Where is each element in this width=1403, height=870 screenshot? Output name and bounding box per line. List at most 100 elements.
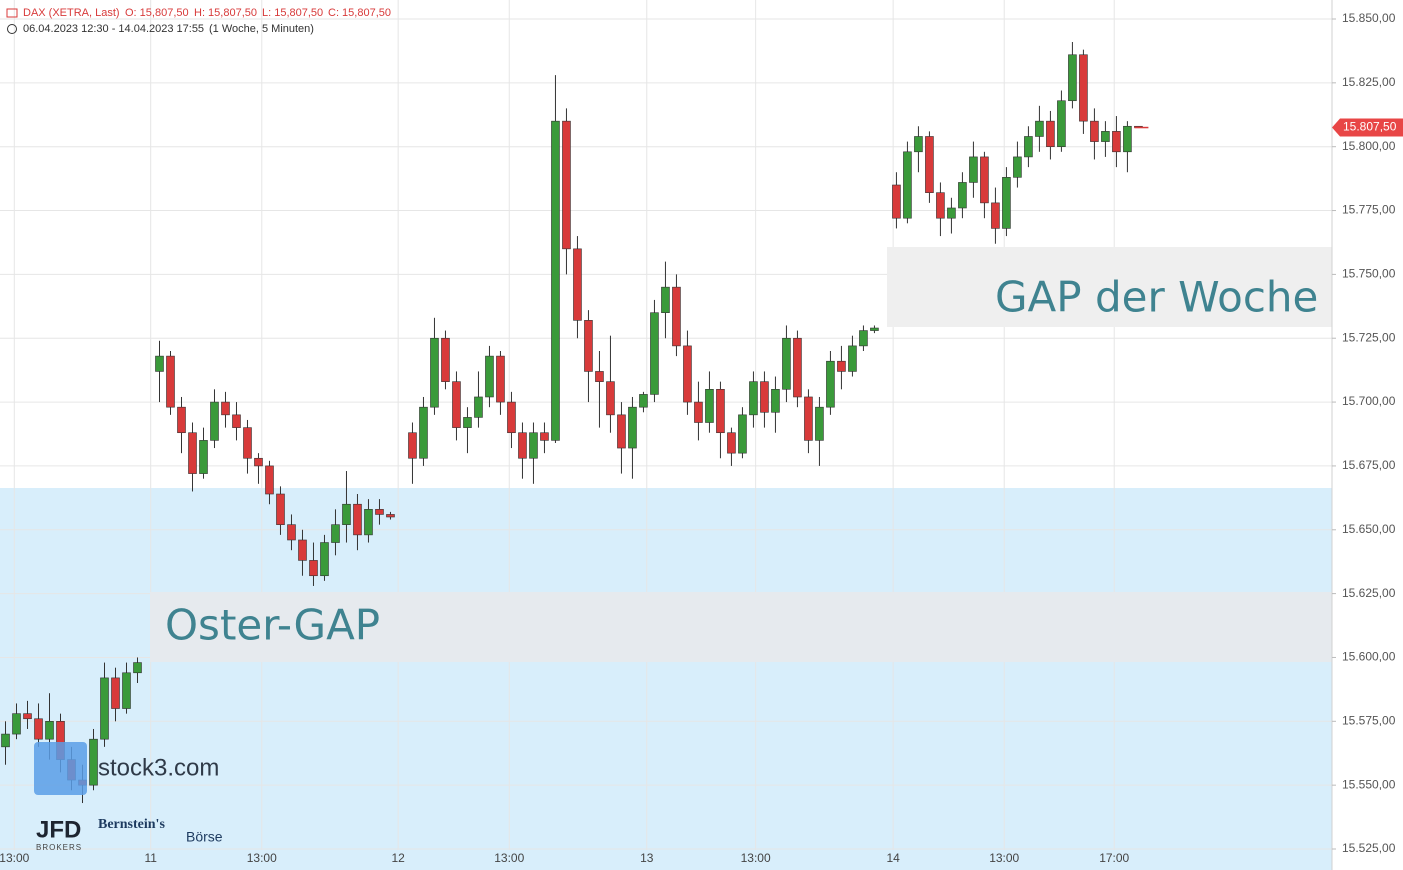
annotation: GAP der Woche [995, 273, 1318, 322]
candle-body [155, 355, 164, 372]
candle-body [122, 672, 131, 709]
candle-body [980, 156, 989, 204]
candle-icon [6, 8, 18, 18]
candle-body [353, 503, 362, 536]
candle-body [430, 337, 439, 408]
candle-body [408, 432, 417, 459]
candle-body [958, 182, 967, 209]
last-price-label: 15.807,50 [1343, 120, 1397, 134]
candle-body [1024, 136, 1033, 158]
candle-body [804, 396, 813, 441]
y-tick-label: 15.700,00 [1342, 394, 1396, 408]
candle-body [947, 207, 956, 219]
candle-body [265, 465, 274, 495]
annotation-box [150, 592, 1332, 662]
candle-body [969, 156, 978, 183]
y-tick-label: 15.725,00 [1342, 330, 1396, 344]
candle-body [441, 337, 450, 382]
candle-body [375, 509, 384, 515]
x-tick-label: 12 [391, 851, 405, 865]
candle-body [793, 337, 802, 398]
x-tick-label: 14 [886, 851, 900, 865]
candle-body [34, 718, 43, 740]
y-tick-label: 15.600,00 [1342, 650, 1396, 664]
candle-body [650, 312, 659, 395]
y-tick-label: 15.575,00 [1342, 713, 1396, 727]
candle-body [320, 542, 329, 577]
candle-body [89, 738, 98, 786]
candle-body [925, 136, 934, 193]
date-range: 06.04.2023 12:30 - 14.04.2023 17:55 [23, 23, 204, 35]
candle-body [815, 406, 824, 441]
candle-body [1035, 120, 1044, 137]
candle-body [419, 406, 428, 459]
candle-body [584, 320, 593, 372]
candle-body [463, 417, 472, 428]
candle-body [1002, 177, 1011, 229]
candle-body [496, 355, 505, 403]
annotation-box [887, 247, 1332, 327]
candle-body [617, 414, 626, 449]
logo-text: Börse [186, 829, 223, 845]
x-tick-label: 13:00 [989, 851, 1019, 865]
interval: (1 Woche, 5 Minuten) [209, 23, 314, 35]
candle-body [452, 381, 461, 428]
gap-zone [0, 488, 1332, 870]
candle-body [364, 509, 373, 536]
candle-body [133, 662, 142, 674]
y-tick-label: 15.675,00 [1342, 458, 1396, 472]
annotation: Oster-GAP [165, 601, 380, 650]
y-tick-label: 15.775,00 [1342, 203, 1396, 217]
candle-body [694, 401, 703, 423]
candle-body [705, 389, 714, 423]
candle-body [628, 406, 637, 449]
candle-body [848, 345, 857, 372]
y-tick-label: 15.800,00 [1342, 139, 1396, 153]
candle-body [485, 355, 494, 398]
x-tick-label: 13:00 [247, 851, 277, 865]
candle-body [760, 381, 769, 413]
candle-body [606, 381, 615, 416]
candle-body [562, 120, 571, 250]
candle-body [1079, 54, 1088, 122]
candle-body [210, 401, 219, 441]
candle-body [166, 355, 175, 408]
x-tick-label: 13:00 [494, 851, 524, 865]
candle-body [870, 327, 879, 331]
candle-body [507, 401, 516, 434]
candle-body [936, 192, 945, 219]
candle-body [287, 524, 296, 541]
y-tick-label: 15.825,00 [1342, 75, 1396, 89]
candle-body [1101, 131, 1110, 142]
y-tick-label: 15.850,00 [1342, 11, 1396, 25]
candle-body [12, 713, 21, 735]
candle-body [1, 733, 10, 748]
candle-body [661, 286, 670, 313]
candle-body [529, 432, 538, 459]
candle-body [1112, 131, 1121, 153]
candle-body [727, 432, 736, 454]
candle-body [276, 493, 285, 525]
candle-body [254, 457, 263, 467]
clock-icon [7, 24, 17, 34]
candle-body [716, 389, 725, 434]
logo-text: JFD [36, 816, 81, 843]
candle-body [826, 360, 835, 408]
candle-body [309, 560, 318, 577]
candle-body [1057, 100, 1066, 147]
candle-body [243, 427, 252, 459]
candle-body [914, 136, 923, 153]
x-tick-label: 13 [640, 851, 654, 865]
ohlc: H: 15,807,50 [194, 7, 257, 19]
candle-body [45, 721, 54, 740]
candle-body [782, 337, 791, 390]
candle-body [573, 248, 582, 321]
candle-body [177, 406, 186, 434]
candle-body [1090, 120, 1099, 142]
y-tick-label: 15.750,00 [1342, 267, 1396, 281]
logo-mark [34, 742, 87, 795]
logo-text: BROKERS [36, 843, 82, 852]
ohlc: C: 15,807,50 [328, 7, 391, 19]
candle-body [903, 151, 912, 219]
